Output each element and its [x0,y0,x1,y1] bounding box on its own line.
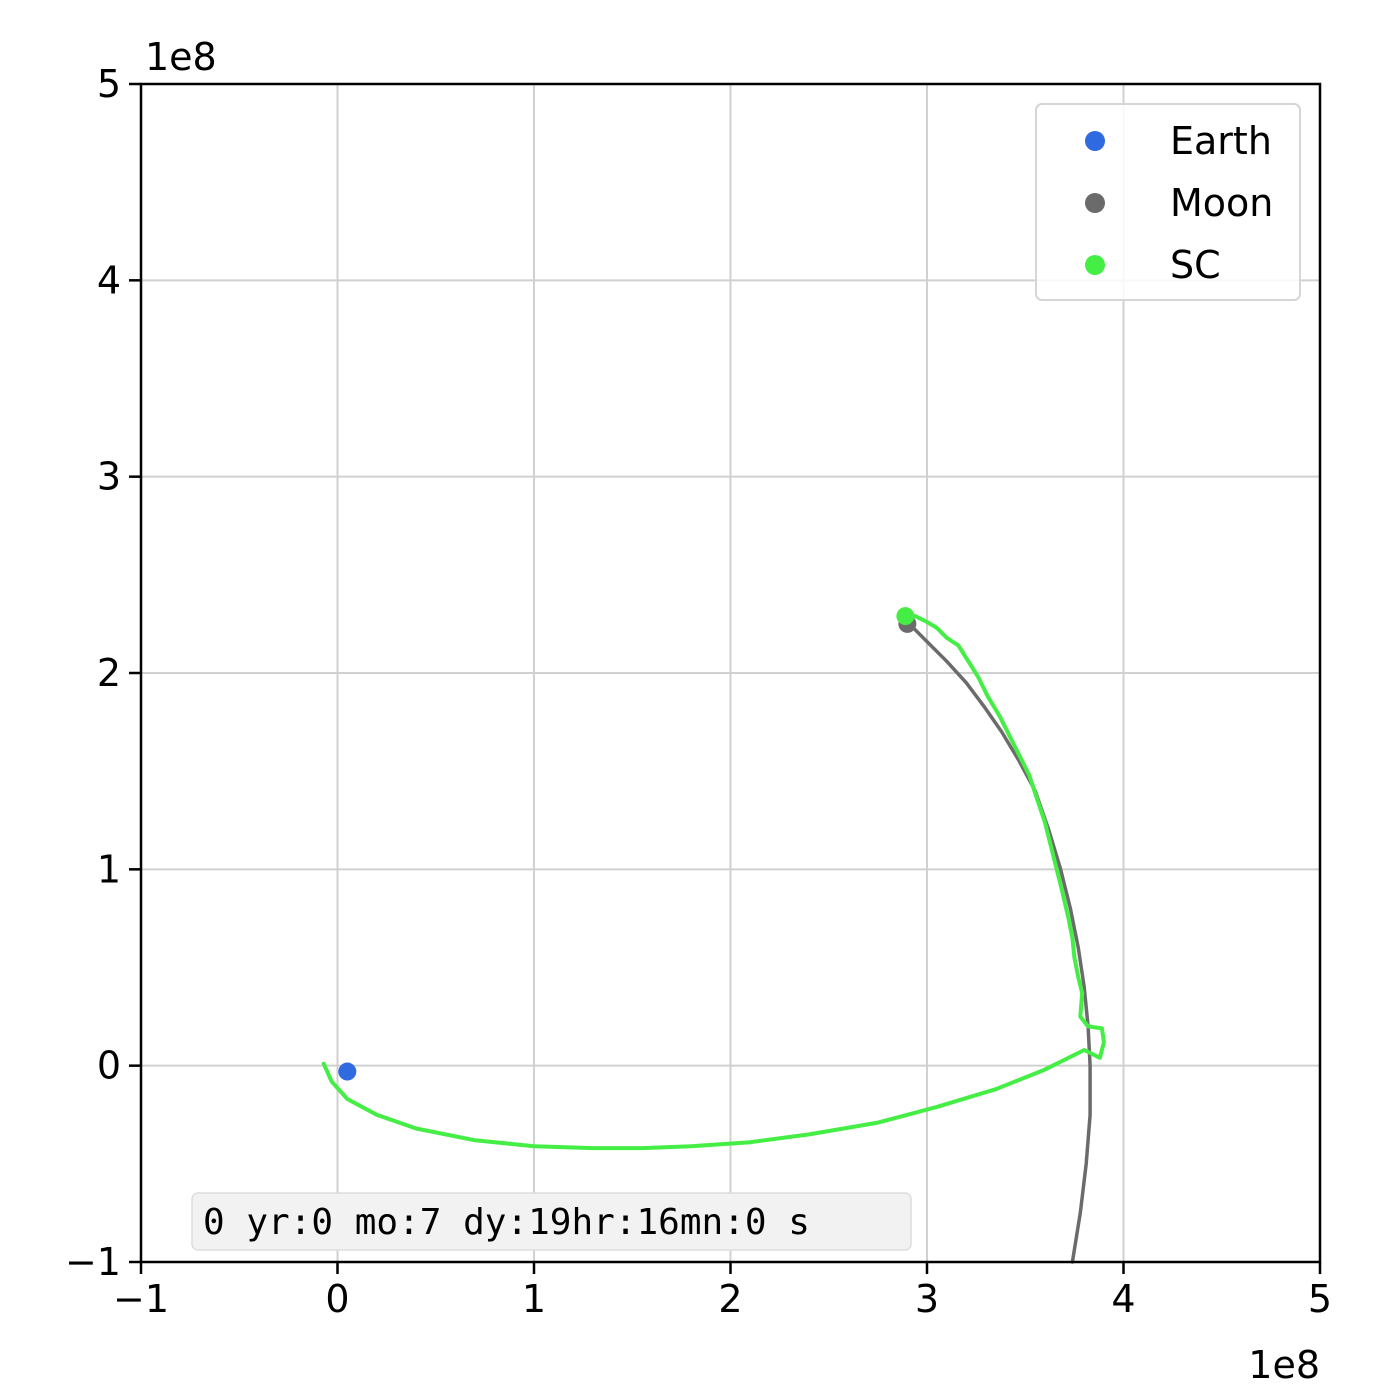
time-readout-text: 0 yr:0 mo:7 dy:19hr:16mn:0 s [203,1202,810,1243]
legend: Earth Moon SC [1035,103,1301,301]
x-tick-label: 5 [1308,1277,1332,1321]
legend-marker-sc [1085,255,1105,275]
marker-earth [338,1062,357,1081]
x-tick-label: 3 [915,1277,939,1321]
marker-sc [896,607,915,626]
legend-frame [1035,103,1301,301]
series-line-moon [901,618,1092,1264]
y-offset-label: 1e8 [145,35,217,79]
series-line-sc [321,614,1106,1151]
y-tick-label: 4 [97,258,121,302]
y-tick-label: 1 [97,847,121,891]
y-tick-label: −1 [65,1240,121,1284]
legend-label-sc: SC [1170,243,1221,287]
series-layer [321,614,1106,1264]
x-tick-label: 2 [718,1277,742,1321]
legend-marker-earth [1085,131,1105,151]
y-tick-label: 2 [97,651,121,695]
x-tick-label: −1 [113,1277,169,1321]
legend-marker-moon [1085,193,1105,213]
ticks: −1 0 1 2 3 4 5 −1 0 1 2 3 4 5 [65,62,1332,1321]
y-tick-label: 5 [97,62,121,106]
x-tick-label: 0 [325,1277,349,1321]
time-readout: 0 yr:0 mo:7 dy:19hr:16mn:0 s [191,1192,912,1251]
legend-label-moon: Moon [1170,181,1273,225]
x-tick-label: 4 [1111,1277,1135,1321]
y-tick-label: 3 [97,455,121,499]
x-tick-label: 1 [522,1277,546,1321]
x-offset-label: 1e8 [1248,1343,1320,1387]
legend-label-earth: Earth [1170,119,1272,163]
time-readout-background [191,1192,912,1251]
y-tick-label: 0 [97,1044,121,1088]
points-layer [338,607,917,1081]
